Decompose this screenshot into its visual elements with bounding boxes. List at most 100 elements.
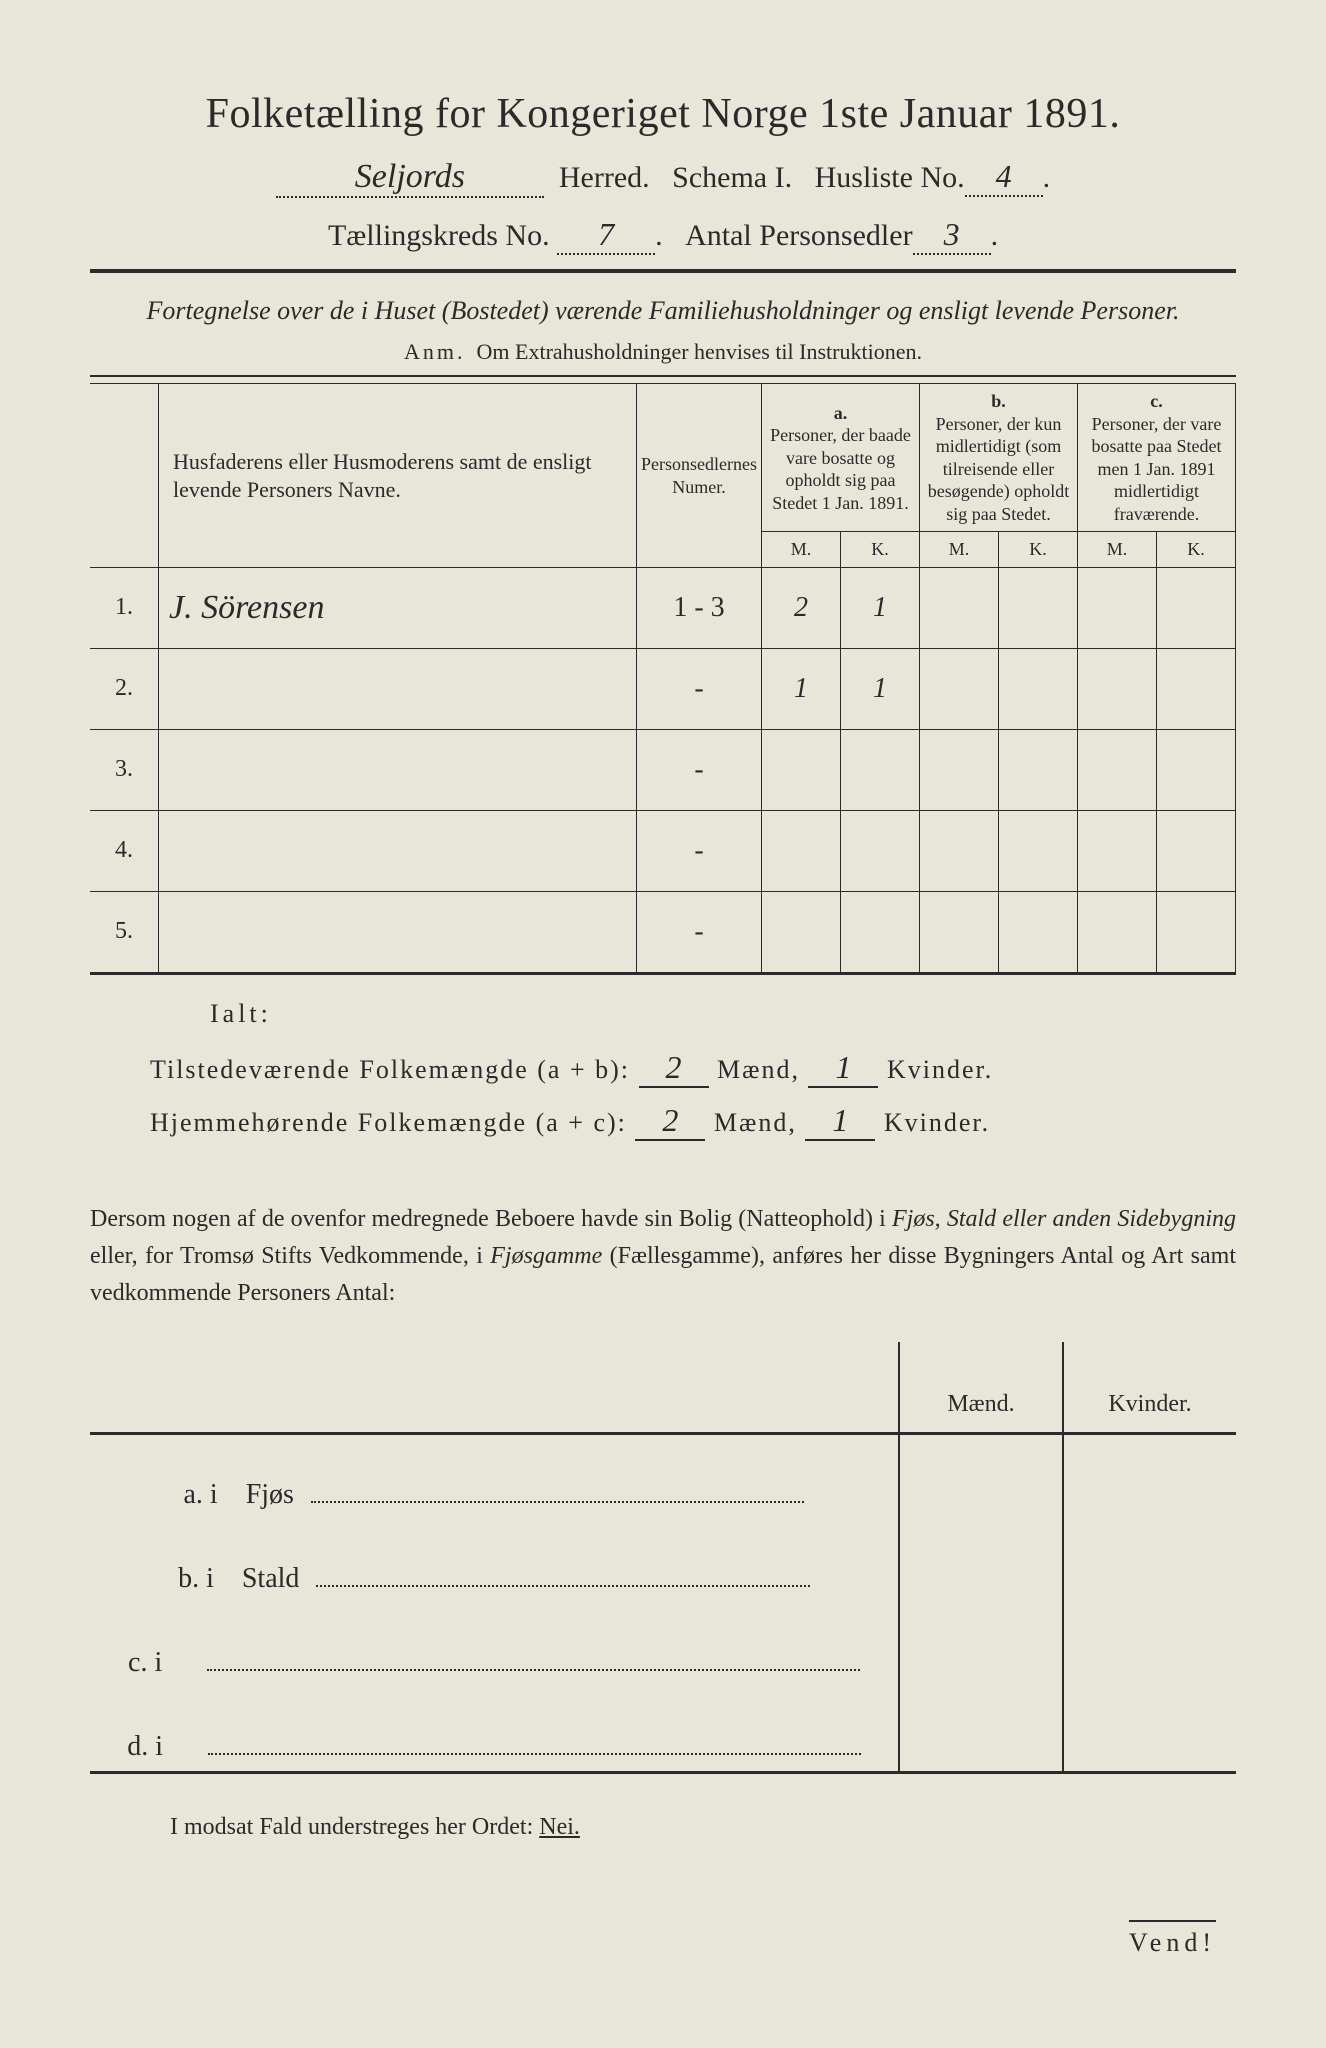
herred-label: Herred. [559,161,650,194]
header-line-2: Tællingskreds No. 7. Antal Personsedler3… [90,216,1236,255]
col-name-header: Husfaderens eller Husmoderens samt de en… [159,384,637,568]
husliste-label: Husliste No. [815,161,965,194]
row-ps: - [637,810,762,891]
bldg-kvinder-header: Kvinder. [1063,1342,1236,1434]
col-b-text: Personer, der kun midlertidigt (som tilr… [924,413,1073,526]
nei-pre: I modsat Fald understreges her Ordet: [170,1814,539,1840]
kvinder-label-1: Kvinder. [887,1055,993,1084]
col-a-text: Personer, der baade vare bosatte og opho… [766,424,915,514]
row-aM: 2 [762,567,841,648]
row-ps: - [637,729,762,810]
row-bM [920,891,999,973]
dotfill [316,1571,810,1587]
row-ps: 1 - 3 [637,567,762,648]
col-name-text: Husfaderens eller Husmoderens samt de en… [173,449,592,502]
row-bK [999,891,1078,973]
bldg-label-cell: c. i [90,1603,899,1687]
bldg-k [1063,1687,1236,1773]
bldg-m [899,1434,1063,1520]
col-b-k: K. [999,532,1078,568]
row-aK [841,810,920,891]
col-c-label: c. [1082,390,1231,413]
table-body: 1.J. Sörensen1 - 3212.-113.-4.-5.- [90,567,1236,973]
row-bM [920,810,999,891]
bldg-pre: a. i Fjøs [184,1479,304,1510]
census-form-page: Folketælling for Kongeriget Norge 1ste J… [0,0,1326,2048]
divider-thin [90,375,1236,377]
col-b-m: M. [920,532,999,568]
row-cK [1157,648,1236,729]
dotfill [207,1655,860,1671]
col-rownum [90,384,159,568]
nei-line: I modsat Fald understreges her Ordet: Ne… [170,1814,1236,1841]
row-aM [762,891,841,973]
para-em2: Fjøsgamme [490,1243,602,1269]
dotfill [208,1739,861,1755]
bldg-k [1063,1434,1236,1520]
bldg-m [899,1519,1063,1603]
main-table: Husfaderens eller Husmoderens samt de en… [90,383,1236,975]
subtitle: Fortegnelse over de i Huset (Bostedet) v… [90,293,1236,329]
herred-value: Seljords [276,158,544,198]
bldg-m [899,1687,1063,1773]
anm-text: Om Extrahusholdninger henvises til Instr… [477,339,922,364]
row-num: 4. [90,810,159,891]
bldg-pre: b. i Stald [178,1563,309,1594]
row-ps: - [637,648,762,729]
col-a-k: K. [841,532,920,568]
table-row: 3. - [90,729,1236,810]
col-c-m: M. [1078,532,1157,568]
row-bK [999,729,1078,810]
para-em1: Fjøs, Stald eller anden Sidebygning [892,1206,1236,1232]
bldg-label-cell: b. i Stald [90,1519,899,1603]
header-line-1: Seljords Herred. Schema I. Husliste No.4… [90,158,1236,198]
present-m: 2 [639,1049,709,1088]
bldg-row: a. i Fjøs [90,1434,1236,1520]
page-title: Folketælling for Kongeriget Norge 1ste J… [90,90,1236,138]
building-table: Mænd. Kvinder. a. i Fjøs b. i Stald c. i… [90,1342,1236,1774]
schema-label: Schema I. [672,161,792,194]
col-a-header: a. Personer, der baade vare bosatte og o… [762,384,920,532]
home-label: Hjemmehørende Folkemængde (a + c): [150,1108,627,1137]
row-name: J. Sörensen [159,567,637,648]
row-name [159,810,637,891]
bldg-hdr-spacer [90,1342,899,1434]
bldg-pre: d. i [127,1731,201,1762]
row-aK [841,729,920,810]
anm-line: Anm. Om Extrahusholdninger henvises til … [90,339,1236,365]
col-c-k: K. [1157,532,1236,568]
ialt-label: Ialt: [210,999,1236,1029]
row-cM [1078,729,1157,810]
totals-home: Hjemmehørende Folkemængde (a + c): 2 Mæn… [150,1102,1236,1141]
bldg-row: b. i Stald [90,1519,1236,1603]
maend-label-1: Mænd, [717,1055,800,1084]
row-num: 1. [90,567,159,648]
col-a-m: M. [762,532,841,568]
row-cM [1078,810,1157,891]
kreds-value: 7 [557,216,655,255]
table-row: 1.J. Sörensen1 - 321 [90,567,1236,648]
bldg-row: c. i [90,1603,1236,1687]
present-k: 1 [808,1049,878,1088]
maend-label-2: Mænd, [714,1108,797,1137]
row-cK [1157,567,1236,648]
para-t2: eller, for Tromsø Stifts Vedkommende, i [90,1243,490,1269]
home-k: 1 [805,1102,875,1141]
col-c-header: c. Personer, der vare bosatte paa Stedet… [1078,384,1236,532]
col-c-text: Personer, der vare bosatte paa Stedet me… [1082,413,1231,526]
bldg-pre: c. i [128,1647,200,1678]
row-cK [1157,891,1236,973]
row-num: 3. [90,729,159,810]
row-bM [920,567,999,648]
row-aK: 1 [841,648,920,729]
home-m: 2 [635,1102,705,1141]
table-row: 2.-11 [90,648,1236,729]
nei-word: Nei. [539,1814,580,1840]
building-paragraph: Dersom nogen af de ovenfor medregnede Be… [90,1201,1236,1313]
row-name [159,891,637,973]
row-cK [1157,729,1236,810]
row-cK [1157,810,1236,891]
col-b-header: b. Personer, der kun midlertidigt (som t… [920,384,1078,532]
divider-thick [90,269,1236,273]
row-name [159,648,637,729]
